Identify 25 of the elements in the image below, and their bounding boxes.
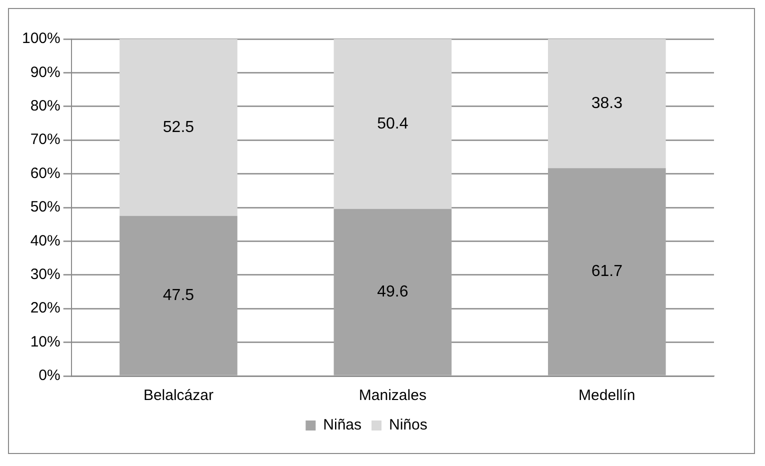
- data-label: 61.7: [591, 263, 623, 280]
- y-tick-label: 10%: [30, 333, 60, 350]
- data-label: 47.5: [162, 286, 194, 304]
- y-tick-label: 100%: [22, 30, 60, 48]
- bar: [548, 39, 666, 168]
- bar: [120, 39, 238, 216]
- y-tick-label: 40%: [30, 232, 60, 250]
- x-tick-label: Medellín: [578, 387, 636, 404]
- data-label: 38.3: [591, 94, 623, 112]
- data-label: 52.5: [162, 118, 194, 136]
- bar: [334, 39, 452, 209]
- x-tick-label: Belalcázar: [143, 387, 214, 404]
- y-tick-label: 80%: [30, 98, 60, 115]
- x-tick-label: Manizales: [358, 387, 426, 404]
- y-tick-label: 30%: [30, 266, 60, 284]
- y-tick-label: 60%: [30, 164, 60, 182]
- y-tick-label: 50%: [30, 198, 60, 216]
- y-tick-label: 20%: [30, 300, 60, 317]
- data-label: 49.6: [377, 283, 408, 300]
- data-label: 50.4: [377, 115, 408, 132]
- legend-label: Niñas: [323, 416, 362, 434]
- y-tick-label: 90%: [30, 64, 60, 81]
- legend-label: Niños: [389, 416, 428, 434]
- y-tick-label: 70%: [30, 131, 60, 148]
- y-tick-label: 0%: [38, 367, 60, 384]
